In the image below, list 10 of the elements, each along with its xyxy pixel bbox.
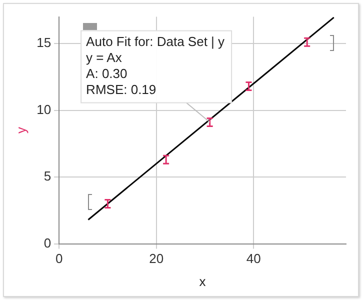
- y-tick-label: 10: [36, 102, 52, 117]
- y-tick-label: 5: [44, 168, 52, 184]
- y-axis-title: y: [13, 126, 28, 134]
- x-tick-label: 40: [246, 251, 261, 266]
- x-tick-label: 0: [55, 251, 63, 266]
- x-tick-label: 20: [149, 251, 164, 266]
- y-tick-label: 15: [36, 35, 52, 50]
- x-axis-title: x: [199, 274, 206, 289]
- annotation: Auto Fit for: Data Set | y y = Ax A: 0.30 RMSE: 0.19: [86, 34, 226, 97]
- y-tick-label: 0: [44, 235, 52, 250]
